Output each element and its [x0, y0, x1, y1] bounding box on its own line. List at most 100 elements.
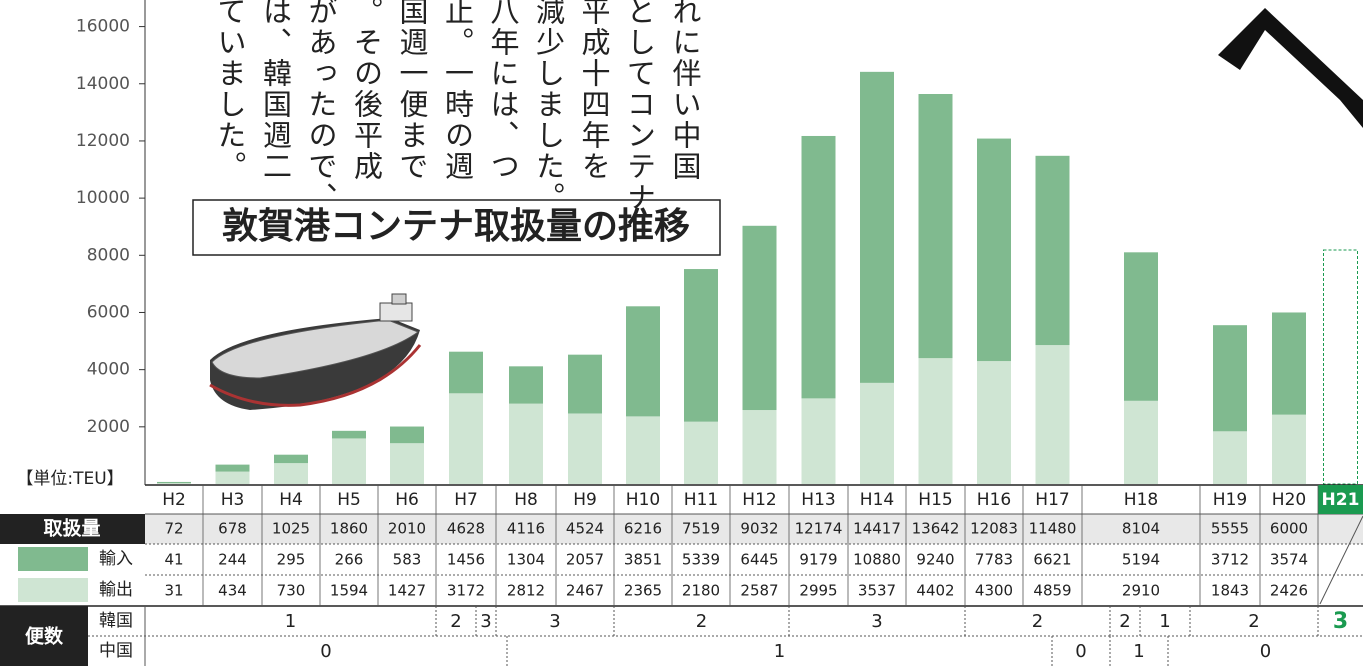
- total-value: 1025: [272, 520, 310, 538]
- total-value: 12083: [970, 520, 1018, 538]
- bar-segment: [332, 438, 366, 484]
- bar-segment: [860, 72, 894, 383]
- export-value: 31: [164, 582, 183, 600]
- legend-label: 輸入: [99, 549, 133, 569]
- frequency-value: 3: [480, 611, 491, 632]
- import-value: 3712: [1211, 551, 1249, 569]
- export-value: 4300: [975, 582, 1013, 600]
- export-value: 3537: [858, 582, 896, 600]
- y-tick-label: 12000: [76, 131, 130, 151]
- total-value: 8104: [1122, 520, 1160, 538]
- import-value: 3574: [1270, 551, 1308, 569]
- x-tick-label: H11: [684, 490, 718, 510]
- total-value: 13642: [912, 520, 960, 538]
- total-value: 6216: [624, 520, 662, 538]
- bar-segment: [977, 139, 1011, 362]
- export-value: 2995: [799, 582, 837, 600]
- import-value: 9179: [799, 551, 837, 569]
- bar-segment: [1124, 252, 1158, 400]
- frequency-row-label: 中国: [99, 641, 133, 661]
- bar-segment: [860, 383, 894, 484]
- total-value: 4524: [566, 520, 604, 538]
- y-tick-label: 6000: [87, 302, 130, 322]
- x-tick-label: H19: [1213, 490, 1247, 510]
- export-value: 1843: [1211, 582, 1249, 600]
- text-column: 。その後平成: [349, 0, 385, 182]
- x-tick-label: H14: [860, 490, 894, 510]
- bar-segment: [919, 94, 953, 358]
- text-column: としてコンテナ: [622, 0, 658, 213]
- import-value: 3851: [624, 551, 662, 569]
- total-value: 1860: [330, 520, 368, 538]
- y-tick-label: 14000: [76, 74, 130, 94]
- x-tick-label: H9: [573, 490, 597, 510]
- frequency-value: 2: [696, 611, 707, 632]
- bar-segment: [1213, 325, 1247, 431]
- text-column: は、韓国週二: [258, 0, 294, 182]
- import-value: 5194: [1122, 551, 1160, 569]
- export-value: 2910: [1122, 582, 1160, 600]
- frequency-value: 1: [1133, 641, 1144, 662]
- bar-segment: [509, 366, 543, 403]
- total-value: 5555: [1211, 520, 1249, 538]
- frequency-value: 2: [1248, 611, 1259, 632]
- x-tick-label: H18: [1124, 490, 1158, 510]
- frequency-row-label: 韓国: [99, 611, 133, 631]
- total-value: 9032: [740, 520, 778, 538]
- bar-segment: [390, 427, 424, 444]
- frequency-value: 1: [1159, 611, 1170, 632]
- import-value: 1304: [507, 551, 545, 569]
- export-value: 2467: [566, 582, 604, 600]
- frequency-value: 0: [320, 641, 331, 662]
- total-value: 11480: [1029, 520, 1077, 538]
- y-tick-label: 10000: [76, 188, 130, 208]
- legend-swatch: [18, 578, 88, 602]
- bar-segment: [802, 398, 836, 484]
- frequency-value: 3: [871, 611, 882, 632]
- x-tick-label: H5: [337, 490, 361, 510]
- text-column: 国週一便まで: [394, 0, 430, 182]
- row-label: 取扱量: [43, 517, 100, 540]
- x-tick-label: H12: [742, 490, 776, 510]
- x-tick-label: H8: [514, 490, 538, 510]
- bar-segment: [1124, 401, 1158, 484]
- ship-illustration: [210, 294, 420, 410]
- total-value: 6000: [1270, 520, 1308, 538]
- x-tick-label: H10: [626, 490, 660, 510]
- export-value: 434: [218, 582, 247, 600]
- export-value: 1594: [330, 582, 368, 600]
- bar-segment: [802, 136, 836, 398]
- bar-segment: [449, 352, 483, 394]
- x-tick-label: H3: [221, 490, 245, 510]
- bar-segment: [216, 465, 250, 472]
- export-value: 2426: [1270, 582, 1308, 600]
- bar-segment: [1213, 431, 1247, 484]
- hiragana-graphic: [1218, 8, 1363, 128]
- bar-segment: [743, 226, 777, 410]
- bar-segment: [390, 443, 424, 484]
- import-value: 5339: [682, 551, 720, 569]
- bar-segment: [216, 472, 250, 484]
- frequency-value: 0: [1075, 641, 1086, 662]
- bar-segment: [684, 269, 718, 422]
- unit-label: 【単位:TEU】: [16, 469, 123, 489]
- text-column: 止。一時の週: [440, 0, 476, 182]
- y-tick-label: 2000: [87, 417, 130, 437]
- import-value: 2057: [566, 551, 604, 569]
- text-column: があったので、: [303, 0, 339, 213]
- export-value: 2587: [740, 582, 778, 600]
- x-tick-label: H4: [279, 490, 303, 510]
- bar-segment: [626, 416, 660, 484]
- x-tick-label: H15: [918, 490, 952, 510]
- import-value: 9240: [916, 551, 954, 569]
- import-value: 1456: [447, 551, 485, 569]
- text-column: 八年には、つ: [485, 0, 521, 182]
- bar-segment: [449, 393, 483, 484]
- bar-segment: [568, 413, 602, 484]
- bar-segment: [568, 355, 602, 414]
- total-value: 4116: [507, 520, 545, 538]
- import-value: 6445: [740, 551, 778, 569]
- frequency-value: 1: [774, 641, 785, 662]
- frequency-value: 1: [285, 611, 296, 632]
- import-value: 6621: [1033, 551, 1071, 569]
